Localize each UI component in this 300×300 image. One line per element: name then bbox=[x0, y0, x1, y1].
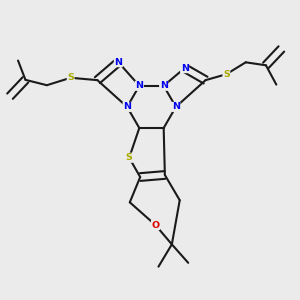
Text: N: N bbox=[135, 81, 143, 90]
Text: N: N bbox=[172, 102, 180, 111]
Text: N: N bbox=[123, 102, 131, 111]
Text: O: O bbox=[152, 220, 160, 230]
Text: N: N bbox=[160, 81, 168, 90]
Text: S: S bbox=[223, 70, 230, 79]
Text: N: N bbox=[181, 64, 189, 73]
Text: S: S bbox=[126, 153, 133, 162]
Text: S: S bbox=[67, 73, 74, 82]
Text: N: N bbox=[114, 58, 122, 67]
